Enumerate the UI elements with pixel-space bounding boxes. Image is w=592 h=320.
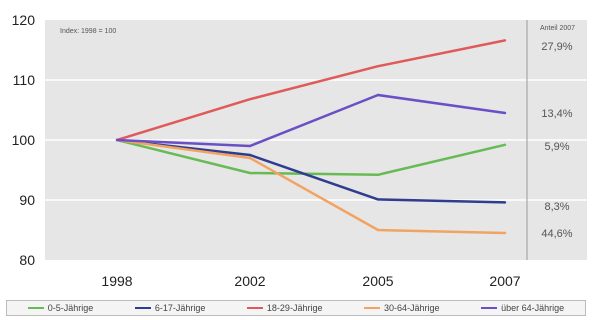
legend-label: 18-29-Jährige <box>266 303 323 313</box>
data-point <box>503 111 507 115</box>
share-label: 27,9% <box>541 41 572 53</box>
series-line <box>116 138 506 177</box>
data-point <box>376 65 380 68</box>
series-line <box>116 138 506 204</box>
series-line <box>116 138 506 235</box>
legend-item: 6-17-Jährige <box>134 303 206 313</box>
x-axis-ticks: 1998 2002 2005 2007 <box>101 273 520 289</box>
data-point <box>248 171 252 175</box>
series-line <box>116 93 506 148</box>
y-tick-label: 110 <box>13 72 36 88</box>
y-tick-label: 100 <box>12 132 36 148</box>
data-point <box>248 98 252 101</box>
data-point <box>248 156 252 160</box>
series-lines <box>115 39 507 235</box>
x-tick-label: 2007 <box>489 273 520 289</box>
legend-label: 30-64-Jährige <box>384 303 440 313</box>
share-label: 44,6% <box>541 228 572 240</box>
share-header: Anteil 2007 <box>540 25 575 32</box>
legend-swatch <box>364 307 381 309</box>
data-point <box>376 198 380 201</box>
index-note: Index: 1998 = 100 <box>60 28 116 35</box>
y-tick-label: 80 <box>19 252 35 268</box>
data-point <box>503 201 507 204</box>
legend-swatch <box>246 307 263 309</box>
series-line <box>116 39 506 142</box>
data-point <box>248 144 252 148</box>
x-tick-label: 1998 <box>101 273 132 289</box>
data-point <box>115 138 119 142</box>
legend-swatch <box>27 307 44 309</box>
share-label: 5,9% <box>544 141 569 153</box>
data-point <box>376 173 380 176</box>
legend: 0-5-Jährige 6-17-Jährige 18-29-Jährige 30-6… <box>6 300 586 316</box>
legend-label: 6-17-Jährige <box>154 303 206 313</box>
legend-item: über 64-Jährige <box>481 303 564 313</box>
legend-item: 30-64-Jährige <box>364 303 440 313</box>
x-tick-label: 2005 <box>362 273 393 289</box>
share-label: 13,4% <box>541 108 572 120</box>
legend-label: 0-5-Jährige <box>47 303 94 313</box>
y-tick-label: 90 <box>19 192 35 208</box>
data-point <box>376 228 380 232</box>
legend-swatch <box>134 307 151 309</box>
data-point <box>376 93 380 97</box>
x-tick-label: 2002 <box>234 273 265 289</box>
y-tick-label: 120 <box>12 12 36 28</box>
share-label: 8,3% <box>544 201 569 213</box>
y-axis-ticks: 80 90 100 110 120 <box>12 12 36 268</box>
data-point <box>248 153 252 157</box>
data-point <box>503 143 507 146</box>
data-point <box>503 39 507 42</box>
legend-item: 18-29-Jährige <box>246 303 323 313</box>
data-point <box>503 231 507 235</box>
legend-swatch <box>481 307 498 309</box>
share-labels: 5,9% 8,3% 27,9% 44,6% 13,4% <box>541 41 572 240</box>
legend-label: über 64-Jährige <box>501 303 565 313</box>
legend-item: 0-5-Jährige <box>27 303 94 313</box>
